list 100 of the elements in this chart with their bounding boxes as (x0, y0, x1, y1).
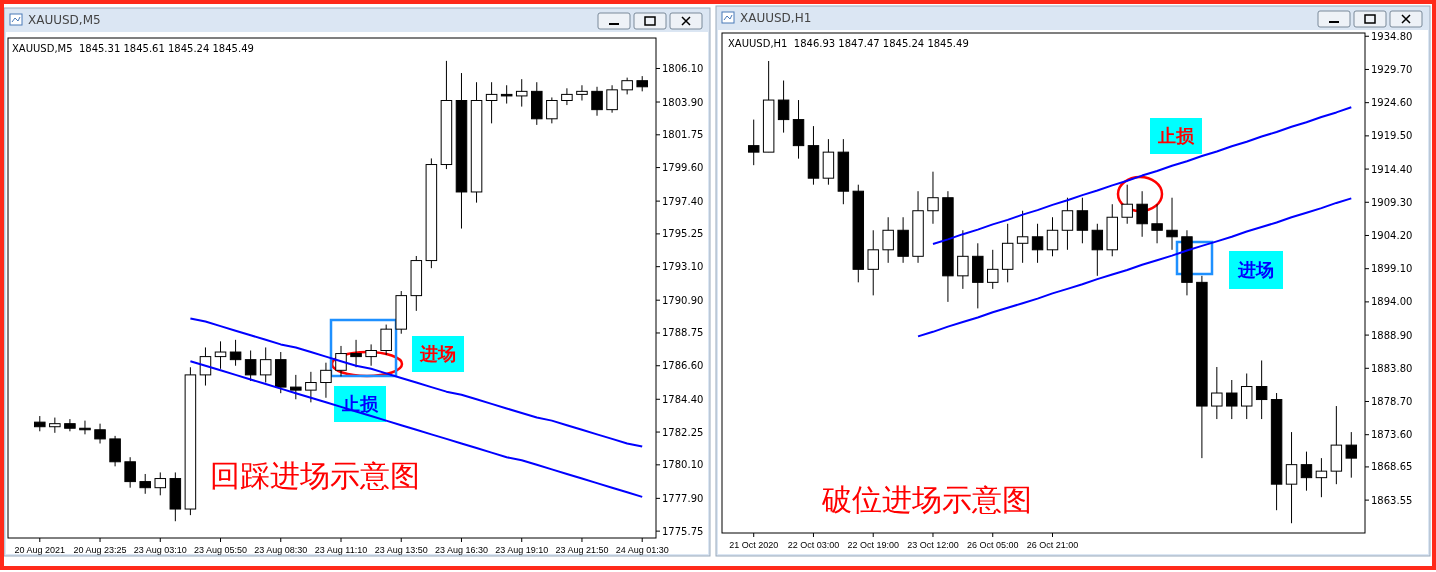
y-tick-label: 1793.10 (662, 261, 704, 273)
y-tick-label: 1883.80 (1371, 362, 1413, 374)
candlestick (576, 84, 588, 101)
y-tick-label: 1888.90 (1371, 329, 1413, 341)
x-tick-label: 22 Oct 03:00 (787, 540, 840, 550)
annotation: 回踩进场示意图 (210, 458, 420, 493)
annotation: 止损 (1157, 125, 1195, 147)
candlestick (485, 81, 498, 124)
candlestick (94, 423, 106, 444)
x-tick-label: 20 Aug 23:25 (73, 545, 127, 555)
candlestick (591, 86, 603, 117)
candlestick (987, 249, 999, 290)
y-tick-label: 1797.40 (662, 195, 704, 207)
candlestick (777, 80, 790, 134)
candlestick (365, 343, 377, 367)
candlestick (290, 374, 302, 400)
candlestick (1091, 223, 1104, 277)
annotation: 进场 (1237, 259, 1274, 281)
candlestick (259, 346, 272, 384)
x-tick-label: 23 Aug 19:10 (495, 545, 549, 555)
candlestick (747, 119, 760, 166)
x-tick-label: 22 Oct 19:00 (847, 540, 899, 550)
y-tick-label: 1788.75 (662, 327, 704, 339)
candlestick (64, 418, 76, 432)
candlestick (109, 435, 121, 467)
candlestick (1166, 197, 1178, 251)
candlestick (305, 371, 317, 403)
candlestick (1121, 184, 1133, 225)
candlestick (957, 229, 969, 290)
candlestick (515, 78, 528, 108)
candlestick (1255, 359, 1268, 420)
y-tick-label: 1790.90 (662, 294, 704, 306)
candlestick (320, 362, 332, 399)
candlestick (1151, 203, 1163, 244)
y-tick-label: 1924.60 (1371, 97, 1413, 109)
candlestick (1136, 190, 1148, 238)
candlestick (500, 84, 513, 105)
line-series (917, 197, 1353, 338)
y-tick-label: 1777.90 (662, 492, 704, 504)
candlestick (139, 473, 151, 495)
y-tick-label: 1909.30 (1371, 196, 1413, 208)
x-tick-label: 26 Oct 21:00 (1026, 540, 1079, 550)
candlestick (214, 340, 227, 370)
annotation: XAUUSD,H1 1846.93 1847.47 1845.24 1845.49 (728, 38, 969, 49)
y-tick-label: 1795.25 (662, 228, 704, 240)
candlestick (1061, 197, 1074, 251)
line-series (189, 317, 644, 448)
candlestick (1300, 451, 1313, 492)
y-tick-label: 1914.40 (1371, 163, 1413, 175)
x-tick-label: 26 Oct 05:00 (966, 540, 1019, 550)
candlestick (1285, 431, 1298, 524)
candlestick (1226, 379, 1238, 420)
candlestick (1345, 431, 1358, 479)
y-tick-label: 1904.20 (1371, 229, 1413, 241)
candlestick (1046, 216, 1059, 257)
candlestick (927, 171, 939, 225)
x-tick-label: 23 Aug 03:10 (133, 545, 187, 555)
x-tick-label: 23 Aug 11:10 (314, 545, 368, 555)
chart-title: XAUUSD,H1 (740, 11, 812, 25)
y-tick-label: 1934.80 (1371, 30, 1413, 42)
y-tick-label: 1780.10 (662, 459, 704, 471)
candlestick (244, 350, 257, 382)
x-tick-label: 23 Aug 21:50 (555, 545, 609, 555)
candlestick (1315, 457, 1328, 498)
y-tick-label: 1782.25 (662, 426, 704, 438)
x-tick-label: 24 Aug 01:30 (615, 545, 669, 555)
candlestick (1031, 223, 1044, 264)
y-tick-label: 1786.60 (662, 360, 704, 372)
y-tick-label: 1899.10 (1371, 263, 1413, 275)
candlestick (882, 216, 894, 264)
y-tick-label: 1775.75 (662, 525, 704, 537)
y-tick-label: 1803.90 (662, 96, 704, 108)
y-tick-label: 1799.60 (662, 162, 704, 174)
annotation: XAUUSD,M5 1845.31 1845.61 1845.24 1845.49 (12, 43, 254, 54)
candlestick (154, 471, 167, 496)
candlestick (124, 456, 136, 489)
y-tick-label: 1784.40 (662, 393, 704, 405)
candlestick (350, 339, 362, 368)
x-tick-label: 23 Aug 05:50 (193, 545, 248, 555)
x-tick-label: 23 Aug 16:30 (434, 545, 489, 555)
y-tick-label: 1894.00 (1371, 296, 1413, 308)
y-tick-label: 1863.55 (1371, 494, 1413, 506)
line-series (931, 106, 1353, 245)
candlestick (561, 87, 573, 106)
candlestick (1240, 372, 1253, 420)
candlestick (546, 96, 558, 124)
x-tick-label: 21 Oct 2020 (729, 540, 779, 550)
candlestick (380, 324, 392, 356)
candlestick (867, 229, 879, 296)
annotation: 破位进场示意图 (821, 482, 1032, 517)
y-tick-label: 1929.70 (1371, 63, 1413, 75)
x-tick-label: 20 Aug 2021 (14, 545, 66, 555)
y-tick-label: 1801.75 (662, 129, 704, 141)
candlestick (606, 84, 618, 114)
y-tick-label: 1873.60 (1371, 429, 1413, 441)
candlestick (1076, 197, 1089, 244)
y-tick-label: 1919.50 (1371, 130, 1413, 142)
x-tick-label: 23 Aug 13:50 (374, 545, 428, 555)
x-tick-label: 23 Aug 08:30 (254, 545, 308, 555)
y-tick-label: 1878.70 (1371, 395, 1413, 407)
